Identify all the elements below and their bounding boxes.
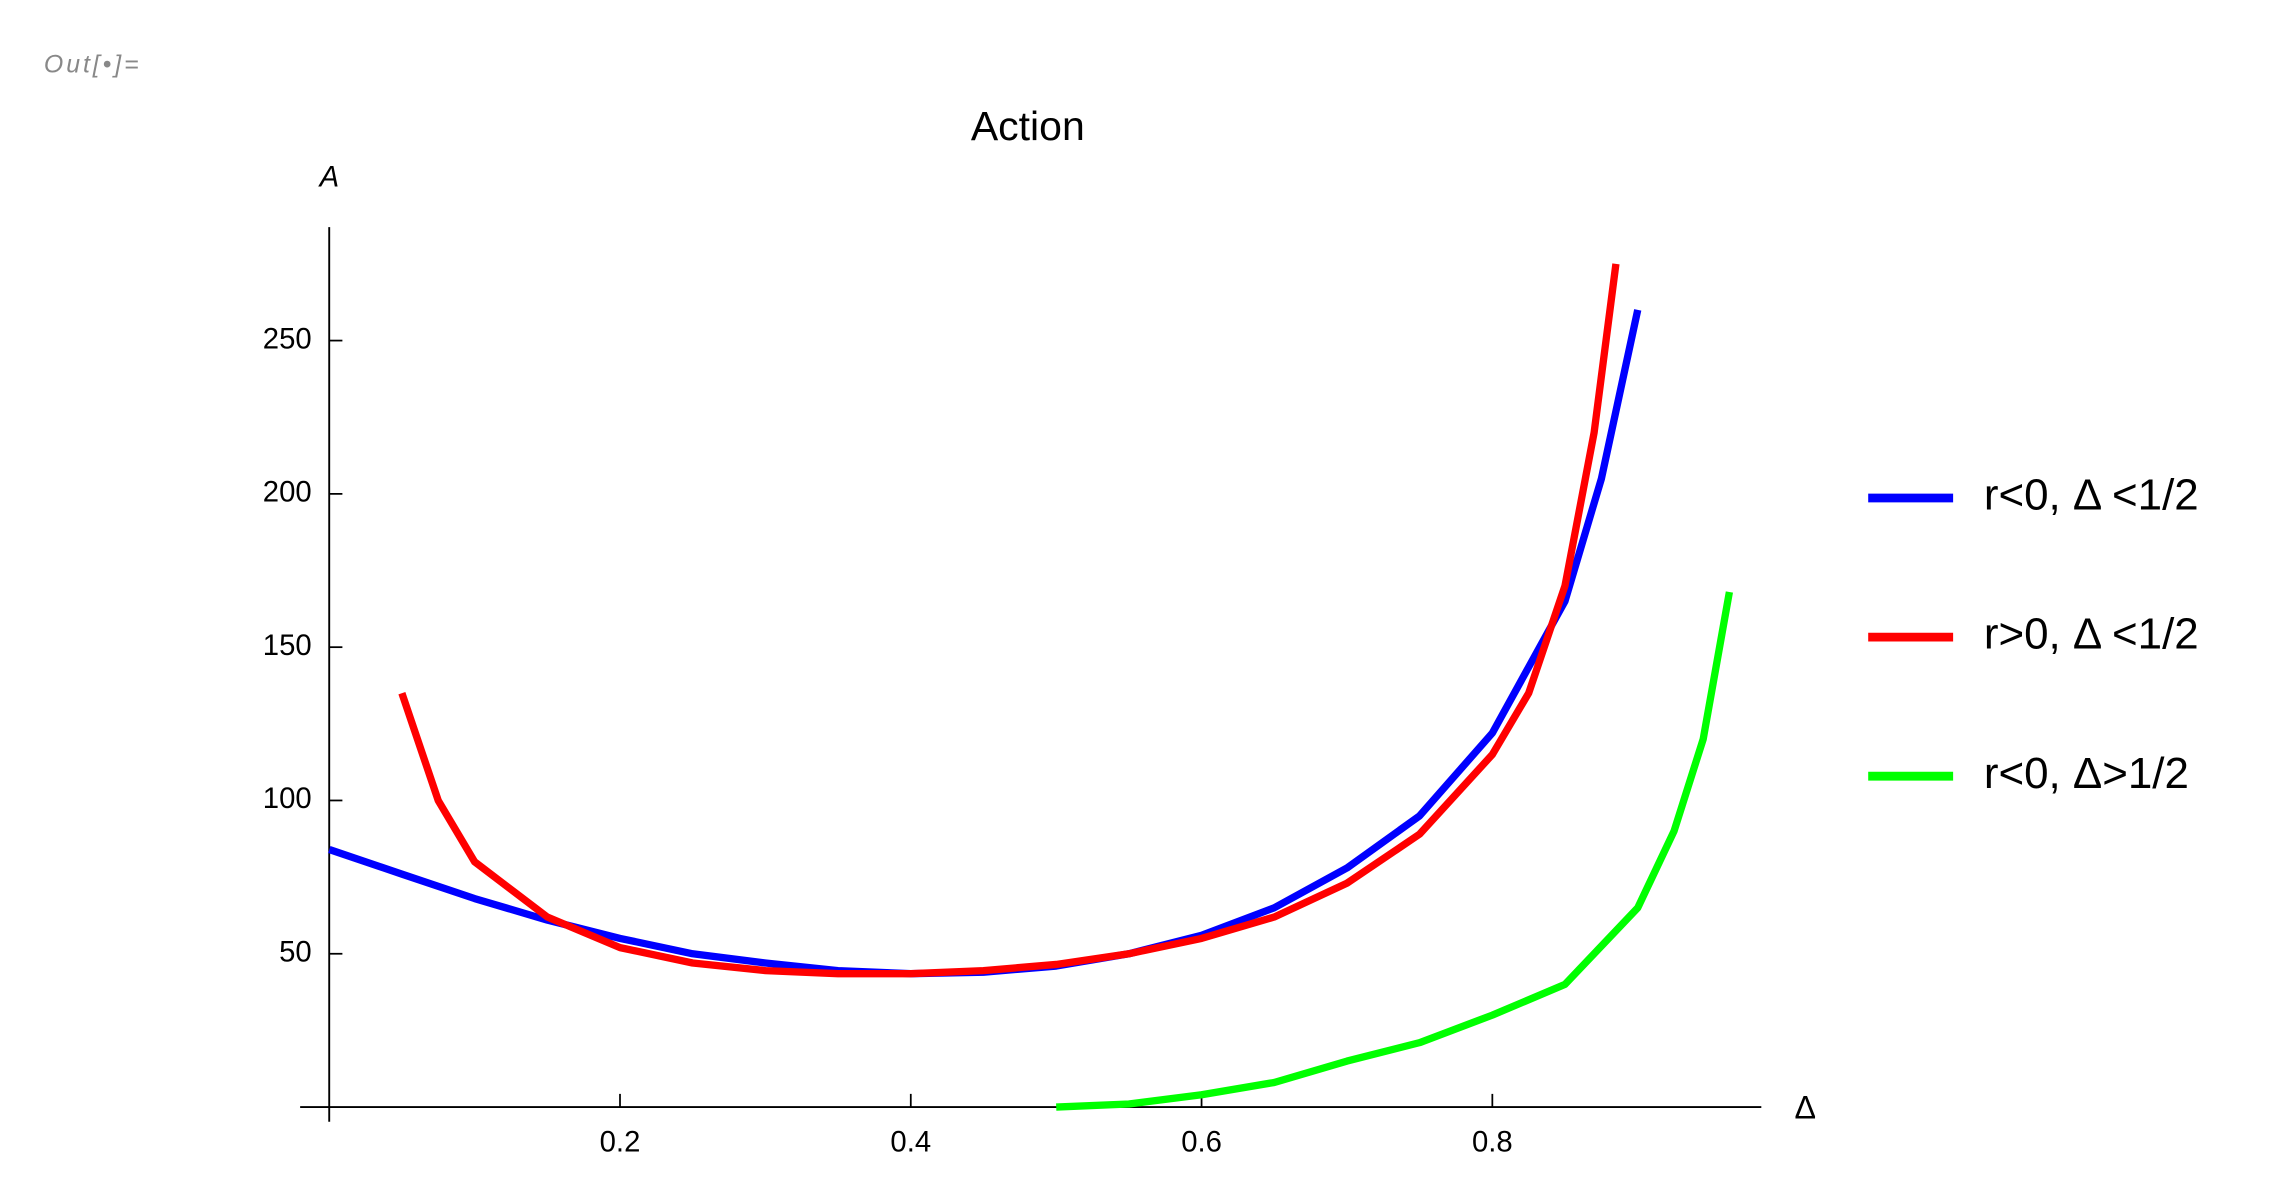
legend-label: r<0, Δ>1/2 <box>1984 749 2189 798</box>
y-tick-label: 50 <box>279 935 312 968</box>
cell-label: Out[•]= <box>44 51 142 79</box>
y-tick-label: 100 <box>263 782 312 815</box>
series-line <box>1056 591 1734 1111</box>
y-tick-label: 250 <box>263 322 312 355</box>
series-line <box>328 309 1642 978</box>
legend-label: r>0, Δ <1/2 <box>1984 610 2199 659</box>
x-axis-label: Δ <box>1794 1090 1816 1126</box>
y-axis-label: A <box>318 161 340 194</box>
series-line <box>398 263 1620 978</box>
legend-label: r<0, Δ <1/2 <box>1984 471 2199 520</box>
x-tick-label: 0.4 <box>890 1125 931 1158</box>
y-tick-label: 150 <box>263 629 312 662</box>
chart-title: Action <box>971 103 1085 149</box>
x-tick-label: 0.8 <box>1472 1125 1513 1158</box>
x-tick-label: 0.2 <box>600 1125 641 1158</box>
x-tick-label: 0.6 <box>1181 1125 1222 1158</box>
y-tick-label: 200 <box>263 476 312 509</box>
